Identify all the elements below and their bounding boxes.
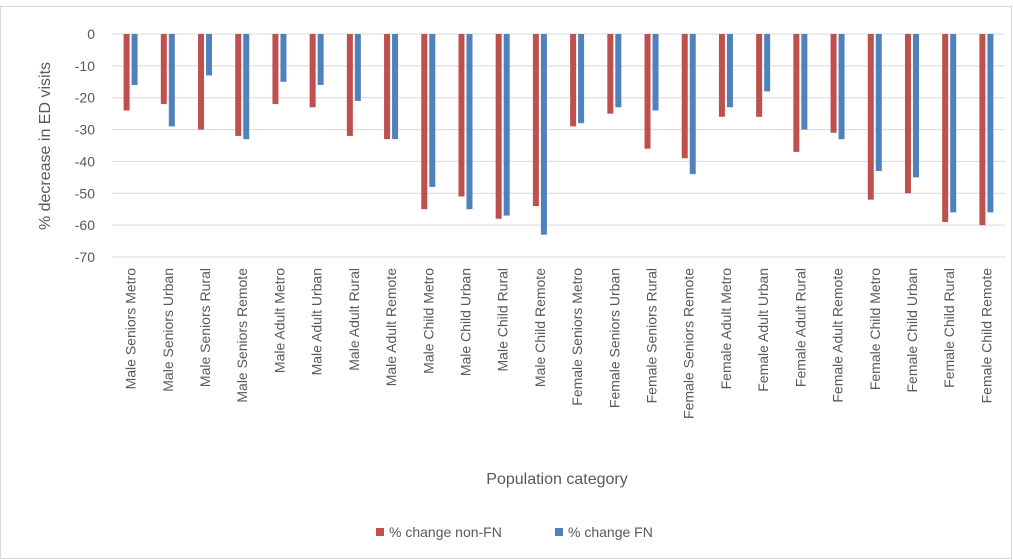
bar: [198, 34, 205, 130]
bar: [681, 34, 688, 159]
bar: [904, 34, 911, 194]
bar: [384, 34, 391, 140]
bar: [652, 34, 659, 111]
bar: [458, 34, 465, 197]
x-tick-label: Female Child Rural: [941, 268, 957, 388]
bar: [950, 34, 957, 213]
bar: [206, 34, 213, 76]
x-tick-label: Female Adult Metro: [718, 268, 734, 390]
x-tick-label: Female Seniors Metro: [569, 268, 585, 406]
x-tick-label: Female Seniors Rural: [644, 268, 660, 403]
x-tick-label: Male Child Metro: [420, 268, 436, 374]
bar: [570, 34, 577, 127]
bar: [160, 34, 167, 105]
bar: [317, 34, 324, 85]
legend-swatch-fn: [555, 528, 563, 536]
bar: [421, 34, 428, 210]
bar: [793, 34, 800, 152]
x-tick-label: Male Child Remote: [532, 268, 548, 387]
x-tick-label: Female Adult Remote: [830, 268, 846, 403]
bar: [764, 34, 771, 92]
x-tick-label: Female Child Remote: [978, 268, 994, 404]
x-tick-label: Female Seniors Remote: [681, 268, 697, 419]
bar: [280, 34, 287, 82]
bar: [235, 34, 242, 136]
bar: [942, 34, 949, 222]
x-tick-label: Female Adult Urban: [755, 268, 771, 392]
bar: [644, 34, 651, 149]
bar: [979, 34, 986, 226]
y-tick-label: -20: [75, 90, 95, 106]
x-tick-label: Male Child Rural: [495, 268, 511, 371]
x-tick-label: Male Seniors Rural: [197, 268, 213, 387]
bar: [875, 34, 882, 171]
x-tick-label: Male Seniors Remote: [234, 268, 250, 403]
x-tick-label: Male Adult Urban: [309, 268, 325, 375]
bar: [987, 34, 994, 213]
bar: [243, 34, 250, 140]
x-tick-label: Male Seniors Metro: [123, 268, 139, 390]
bar: [615, 34, 622, 108]
legend-label-non-fn: % change non-FN: [389, 524, 502, 540]
y-tick-label: -10: [75, 58, 95, 74]
bar: [540, 34, 547, 235]
x-tick-label: Male Seniors Urban: [160, 268, 176, 392]
y-tick-label: -60: [75, 217, 95, 233]
bar: [168, 34, 175, 127]
bar: [123, 34, 130, 111]
x-tick-label: Male Adult Rural: [346, 268, 362, 371]
y-axis-title: % decrease in ED visits: [37, 62, 54, 230]
y-tick-label: -70: [75, 249, 95, 265]
bar: [309, 34, 316, 108]
y-tick-label: -30: [75, 122, 95, 138]
bar: [466, 34, 473, 210]
x-axis-title: Population category: [486, 471, 627, 488]
bar: [867, 34, 874, 200]
x-tick-labels: Male Seniors Metro Male Seniors Urban Male…: [123, 268, 995, 419]
x-tick-label: Female Child Urban: [904, 268, 920, 393]
bar: [131, 34, 138, 85]
bar: [607, 34, 614, 114]
bar: [689, 34, 696, 175]
bar: [801, 34, 808, 130]
y-tick-labels: 0 -10 -20 -30 -40 -50 -60 -70: [75, 26, 95, 265]
bar: [495, 34, 502, 219]
bar: [756, 34, 763, 117]
legend-swatch-non-fn: [376, 528, 384, 536]
bar: [838, 34, 845, 140]
bar: [830, 34, 837, 133]
bar: [392, 34, 399, 140]
x-tick-label: Male Child Urban: [457, 268, 473, 376]
bar: [718, 34, 725, 117]
bar: [429, 34, 436, 187]
y-tick-label: -50: [75, 185, 95, 201]
gridlines: [112, 33, 1005, 258]
bars: [123, 34, 994, 235]
legend-label-fn: % change FN: [568, 524, 653, 540]
bar: [578, 34, 585, 124]
bar: [532, 34, 539, 207]
x-tick-label: Female Adult Rural: [792, 268, 808, 387]
x-tick-label: Male Adult Remote: [383, 268, 399, 386]
y-tick-label: 0: [87, 26, 95, 42]
bar: [354, 34, 361, 101]
bar: [726, 34, 733, 108]
bar: [912, 34, 919, 178]
bar: [503, 34, 510, 216]
x-tick-label: Female Child Metro: [867, 268, 883, 390]
bar: [272, 34, 279, 105]
x-tick-label: Female Seniors Urban: [606, 268, 622, 408]
y-tick-label: -40: [75, 153, 95, 169]
bar: [346, 34, 353, 136]
x-tick-label: Male Adult Metro: [271, 268, 287, 373]
legend: % change non-FN % change FN: [376, 524, 653, 540]
